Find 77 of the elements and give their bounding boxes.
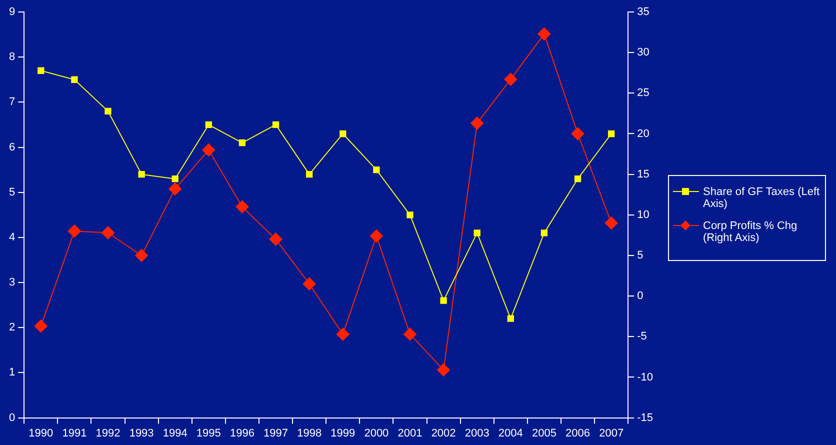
point [504, 72, 518, 86]
y-tick-label: 0 [8, 412, 16, 424]
point [403, 328, 416, 341]
legend-label: Share of GF Taxes (Left Axis) [703, 186, 821, 210]
point [172, 176, 178, 182]
x-tick-label: 2002 [431, 427, 456, 440]
x-tick-label: 1995 [196, 427, 221, 440]
point [336, 328, 350, 341]
y2-tick-label: 30 [637, 46, 650, 59]
y-tick-label: 3 [8, 276, 16, 289]
point [302, 277, 316, 290]
point [104, 108, 112, 115]
point [138, 170, 145, 178]
point [538, 27, 551, 40]
point [604, 216, 618, 230]
x-tick-label: 1997 [264, 427, 288, 440]
point [406, 212, 414, 218]
y2-tick-label: -10 [637, 371, 654, 384]
y-tick-label: 4 [8, 231, 16, 244]
y-tick-label: 8 [8, 51, 16, 64]
point [574, 176, 582, 182]
y2-tick-label: 10 [637, 208, 650, 221]
x-tick-label: 1993 [129, 427, 154, 440]
y-tick-label: 1 [8, 366, 16, 379]
point [38, 67, 44, 74]
legend-label: Corp Profits % Chg (Right Axis) [703, 220, 798, 244]
y2-tick-label: 5 [637, 250, 644, 262]
point [540, 230, 548, 236]
point [437, 363, 450, 376]
point [168, 182, 182, 196]
y2-tick-label: 25 [637, 87, 650, 100]
y2-tick-label: 15 [637, 168, 650, 180]
point [269, 232, 282, 246]
point [507, 315, 514, 322]
y2-tick-label: 35 [637, 6, 650, 18]
point [34, 320, 48, 333]
x-tick-label: 1994 [162, 427, 188, 440]
point [306, 170, 313, 178]
point [68, 224, 81, 238]
x-tick-label: 2004 [498, 427, 523, 440]
x-tick-label: 2007 [599, 427, 624, 440]
point [440, 297, 447, 304]
x-tick-label: 2000 [364, 427, 389, 440]
point [340, 130, 346, 138]
y2-tick-label: 20 [637, 128, 650, 140]
y-tick-label: 9 [8, 6, 16, 18]
point [238, 139, 246, 146]
x-tick-label: 1992 [96, 427, 120, 440]
x-tick-label: 1991 [62, 427, 87, 440]
x-tick-label: 1996 [230, 427, 254, 440]
y-tick-label: 2 [8, 322, 16, 334]
y2-tick-label: -15 [637, 412, 654, 424]
y-tick-label: 6 [8, 141, 16, 154]
point [236, 200, 249, 214]
point [571, 127, 584, 140]
point [205, 121, 212, 128]
x-tick-label: 2006 [566, 427, 590, 440]
point [272, 121, 280, 128]
y-tick-label: 5 [8, 186, 16, 198]
point [608, 130, 615, 138]
x-tick-label: 1999 [330, 427, 356, 440]
x-tick-label: 1998 [297, 427, 322, 440]
x-tick-label: 2005 [532, 427, 556, 440]
y2-tick-label: -5 [637, 330, 647, 343]
point [71, 76, 78, 83]
point [202, 143, 216, 156]
x-tick-label: 1990 [28, 427, 54, 440]
point [474, 230, 480, 236]
y-tick-label: 7 [8, 96, 16, 108]
point [102, 226, 115, 240]
y2-tick-label: 0 [637, 290, 644, 302]
point [373, 166, 380, 174]
point [470, 116, 484, 130]
point [135, 248, 148, 262]
x-tick-label: 2001 [398, 427, 422, 440]
x-tick-label: 2003 [464, 427, 490, 440]
point [370, 230, 383, 242]
